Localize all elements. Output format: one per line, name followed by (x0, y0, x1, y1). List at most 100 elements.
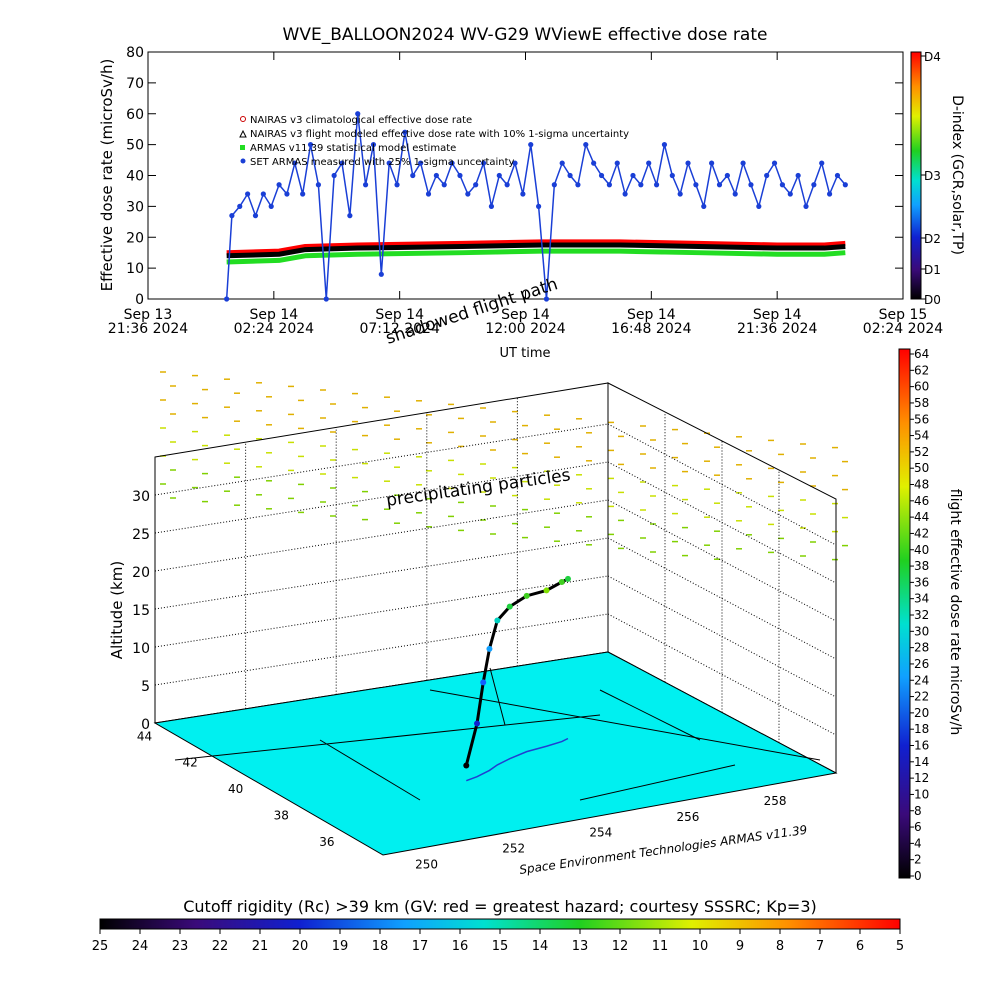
map-floor (153, 651, 838, 856)
latitude-tick-label: 42 (182, 756, 197, 770)
chart-title: WVE_BALLOON2024 WV-G29 WViewE effective … (283, 25, 768, 45)
dose-tick-label: 6 (914, 820, 922, 834)
dose-tick-label: 46 (914, 494, 929, 508)
altitude-gridline (607, 613, 837, 736)
measured-point (764, 172, 770, 179)
measured-point (803, 203, 809, 209)
measured-point (315, 182, 321, 188)
measured-point (496, 172, 502, 179)
longitude-tick-label: 250 (415, 857, 438, 871)
rc-tick-label: 21 (252, 939, 269, 954)
flight-point (494, 617, 501, 624)
flight-path-line (464, 577, 569, 766)
legend-label: ARMAS v11.39 statistical model estimate (250, 143, 456, 154)
y-tick-label: 30 (126, 199, 144, 215)
x-tick-date: Sep 14 (501, 307, 550, 323)
legend-label: SET ARMAS measured with 25% 1-sigma unce… (250, 157, 515, 168)
longitude-ticks: 250 252 254 256 258 (415, 794, 786, 871)
d-index-tick-label: D3 (924, 169, 941, 183)
measured-point (732, 191, 738, 197)
measured-point (575, 182, 581, 188)
measured-point (480, 160, 487, 166)
d-index-tick-label: D1 (924, 263, 941, 277)
measured-point (528, 142, 534, 148)
dose-tick-label: 34 (914, 592, 929, 606)
rc-tick-label: 10 (692, 939, 709, 954)
x-tick-date: Sep 13 (124, 307, 173, 323)
x-tick-date: Sep 14 (375, 307, 424, 323)
measured-point (756, 203, 762, 209)
measured-point (292, 160, 298, 166)
flight-point (558, 579, 565, 586)
latitude-tick-label: 38 (274, 808, 289, 822)
measured-point (795, 172, 801, 179)
measured-point (646, 160, 652, 166)
measured-point (402, 129, 408, 135)
measured-point (441, 182, 447, 188)
measured-point (826, 191, 833, 197)
dose-tick-label: 44 (914, 510, 929, 524)
dose-tick-label: 32 (914, 608, 929, 622)
x-tick-date: Sep 14 (250, 307, 299, 323)
measured-point (638, 182, 644, 188)
rc-tick-label: 25 (92, 939, 109, 954)
measured-point (567, 172, 573, 179)
measured-point (811, 182, 817, 188)
rc-tick-label: 19 (332, 939, 349, 954)
measured-point (551, 182, 557, 188)
dose-tick-label: 48 (914, 478, 929, 492)
flight-point (506, 603, 513, 610)
dose-colorbar-ticks: 0246810121416182022242628303234363840424… (910, 347, 929, 883)
measured-point (669, 172, 675, 179)
rc-tick-label: 11 (652, 939, 669, 954)
measured-point (653, 182, 660, 188)
dose-tick-label: 42 (914, 526, 929, 540)
measured-point (245, 191, 251, 197)
legend-marker-dot (240, 158, 246, 164)
rc-tick-label: 20 (292, 939, 309, 954)
measured-point (779, 182, 786, 188)
measured-point (418, 160, 424, 166)
flight-point (463, 762, 470, 769)
dose-tick-label: 24 (914, 673, 929, 687)
map-border-line (174, 714, 601, 761)
measured-point (229, 213, 235, 219)
shadowed-flight-path (466, 737, 569, 782)
rc-tick-label: 22 (212, 939, 229, 954)
measured-point (512, 160, 518, 166)
measured-point (709, 160, 715, 166)
dose-tick-label: 12 (914, 771, 929, 785)
measured-point (237, 203, 243, 209)
measured-point (819, 160, 825, 166)
measured-point (504, 182, 510, 188)
trajectory-3d-plot: 0 5 10 15 20 25 30 44 42 40 38 36 250 252 254 256 258 (132, 371, 848, 871)
rc-tick-label: 8 (776, 939, 784, 954)
dose-tick-label: 4 (914, 836, 922, 850)
y-tick-label: 80 (126, 45, 144, 61)
flight-trajectory (463, 575, 571, 782)
dose-tick-label: 56 (914, 412, 929, 426)
dose-tick-label: 50 (914, 461, 929, 475)
y-tick-label: 40 (126, 169, 144, 185)
d-index-colorbar (910, 51, 922, 300)
longitude-tick-label: 254 (589, 826, 612, 840)
d-index-tick-label: D4 (924, 50, 941, 64)
measured-point (433, 172, 439, 179)
dose-tick-label: 28 (914, 641, 929, 655)
cutoff-rigidity-title: Cutoff rigidity (Rc) >39 km (GV: red = g… (183, 897, 817, 916)
measured-point (386, 160, 392, 166)
map-border-line (489, 667, 506, 726)
measured-point (787, 191, 793, 197)
altitude-ticks: 0 5 10 15 20 25 30 (132, 489, 150, 733)
x-tick-time: 12:00 2024 (485, 321, 566, 337)
dose-tick-label: 40 (914, 543, 929, 557)
dose-tick-label: 60 (914, 380, 929, 394)
dose-tick-label: 38 (914, 559, 929, 573)
measured-point (370, 142, 377, 148)
measured-point (355, 111, 361, 117)
x-tick-date: Sep 14 (753, 307, 802, 323)
latitude-tick-label: 44 (137, 729, 152, 743)
measured-point (740, 160, 746, 166)
map-border-line (319, 739, 421, 801)
